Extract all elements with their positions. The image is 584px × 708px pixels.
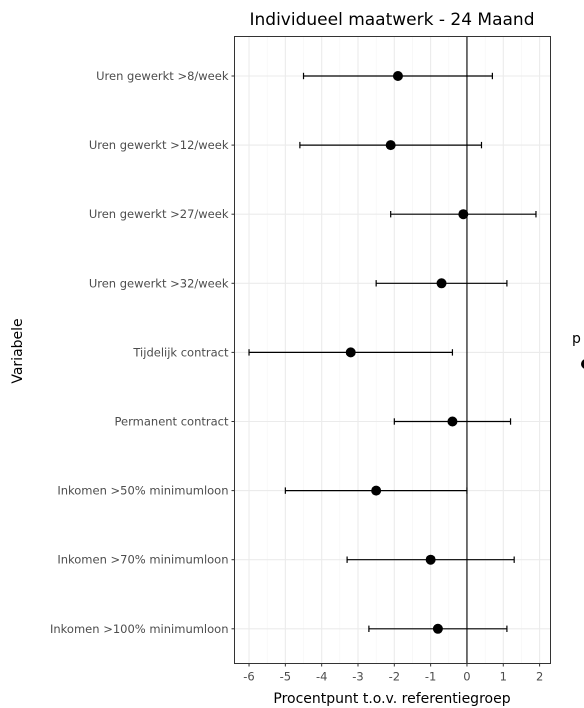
estimate-point (371, 485, 382, 496)
x-tick-label: -3 (352, 670, 363, 684)
estimate-point (447, 416, 458, 427)
x-tick-label: -1 (425, 670, 436, 684)
legend-label: p (572, 331, 581, 347)
category-label: Permanent contract (115, 415, 229, 429)
x-tick-label: -6 (243, 670, 254, 684)
category-label: Uren gewerkt >32/week (89, 276, 229, 290)
legend-key-point (581, 359, 584, 369)
x-tick-label: -5 (280, 670, 291, 684)
estimate-point (432, 623, 443, 634)
category-label: Inkomen >70% minimumloon (57, 553, 228, 567)
category-label: Uren gewerkt >8/week (96, 69, 229, 83)
chart-title: Individueel maatwerk - 24 Maand (250, 10, 535, 30)
x-axis-title: Procentpunt t.o.v. referentiegroep (273, 691, 510, 707)
x-tick-label: -2 (389, 670, 400, 684)
category-label: Uren gewerkt >27/week (89, 207, 229, 221)
estimate-point (458, 209, 469, 220)
category-label: Inkomen >50% minimumloon (57, 484, 228, 498)
x-tick-label: -4 (316, 670, 327, 684)
y-axis-title: Variabele (10, 318, 26, 383)
grid (234, 36, 551, 664)
category-label: Inkomen >100% minimumloon (50, 622, 229, 636)
category-label: Uren gewerkt >12/week (89, 138, 229, 152)
estimate-point (345, 347, 356, 358)
estimate-point (425, 554, 436, 565)
estimate-point (385, 140, 396, 151)
x-tick-label: 0 (463, 670, 470, 684)
estimate-point (436, 278, 447, 289)
point-layer (345, 71, 469, 634)
x-axis-ticks: -6 -5 -4 -3 -2 -1 0 1 2 (243, 663, 543, 684)
estimate-point (392, 71, 403, 81)
category-label: Tijdelijk contract (132, 345, 229, 359)
panel-border (234, 36, 551, 664)
category-labels: Uren gewerkt >8/week Uren gewerkt >12/wee… (50, 69, 235, 636)
x-tick-label: 1 (500, 670, 507, 684)
legend: p (572, 331, 584, 369)
x-tick-label: 2 (536, 670, 543, 684)
